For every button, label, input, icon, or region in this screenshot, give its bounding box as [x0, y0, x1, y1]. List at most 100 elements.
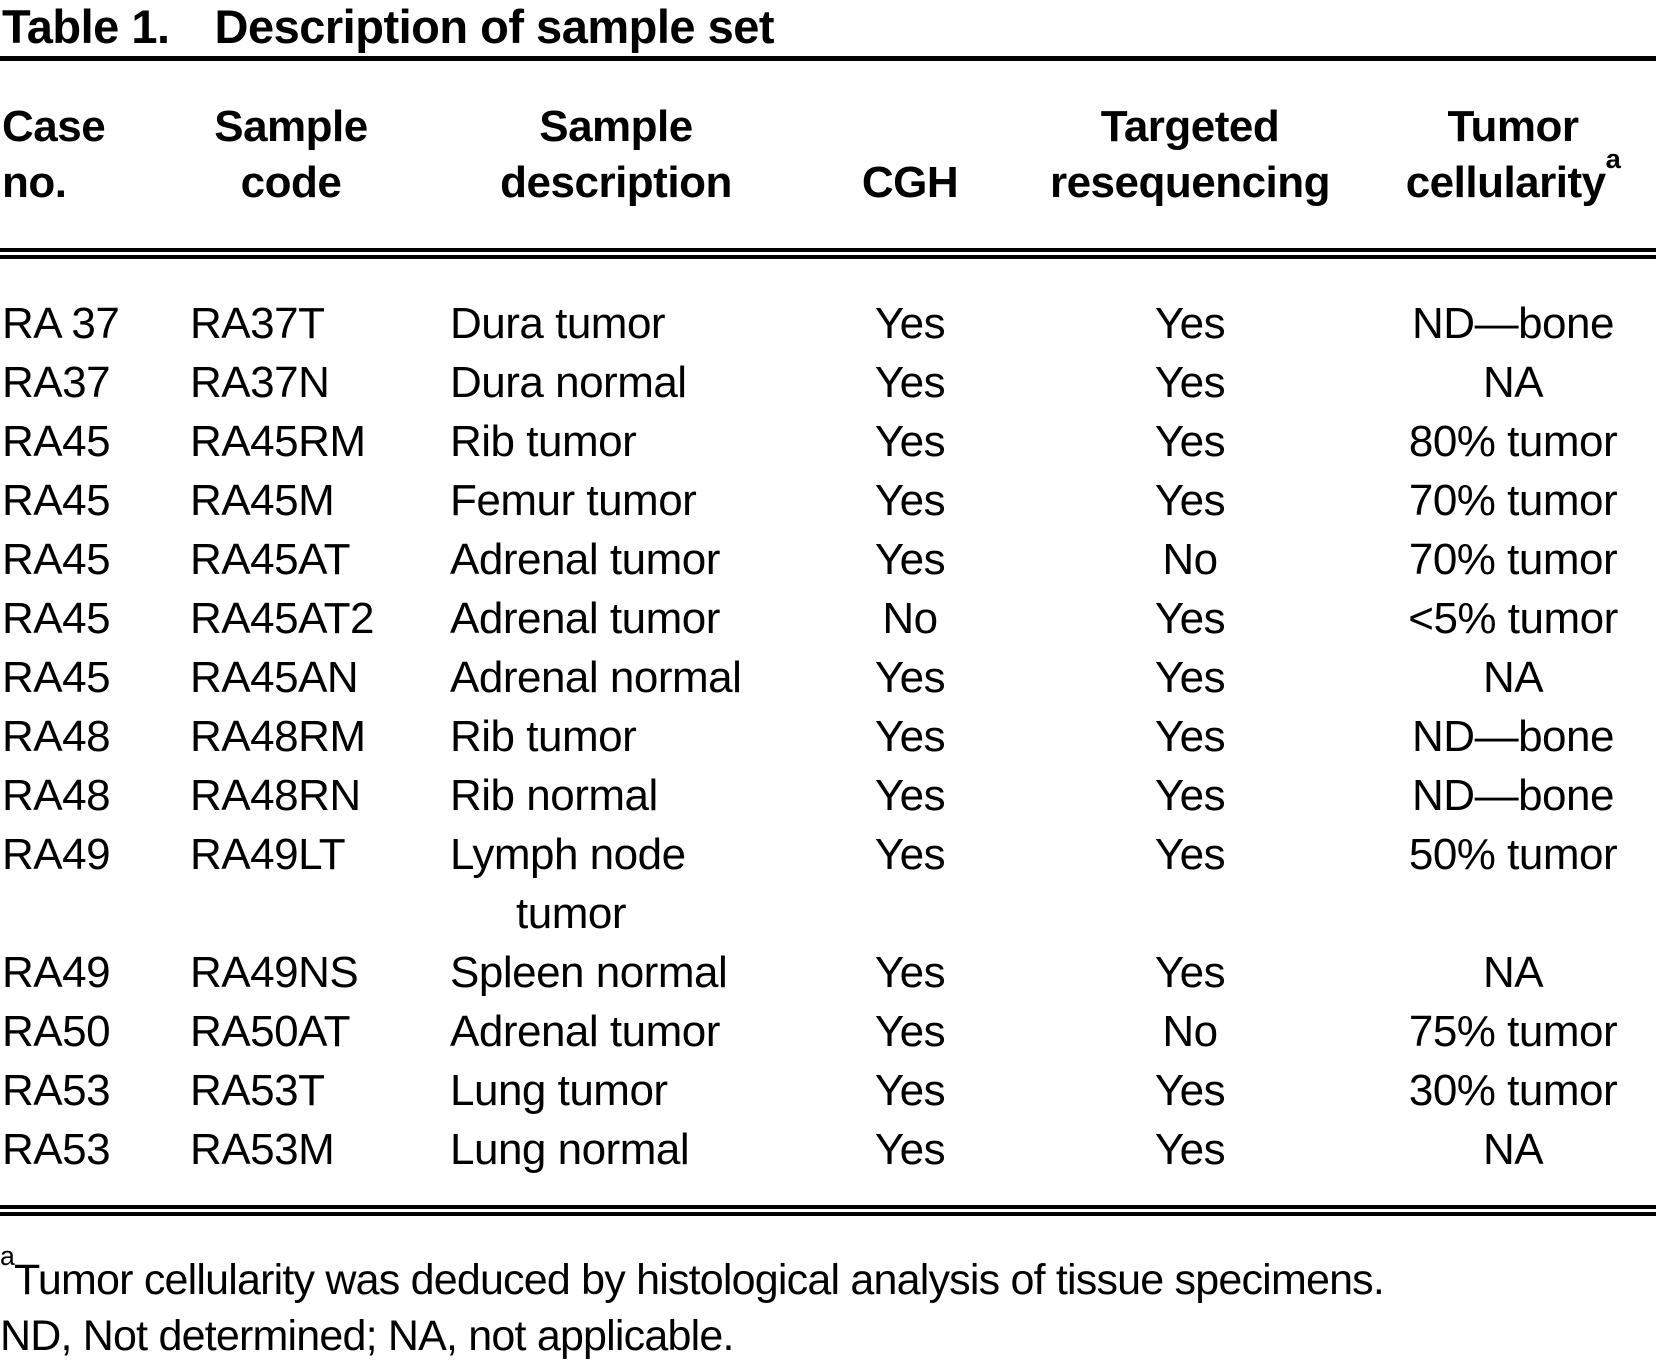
cell-targeted-resequencing: Yes [1154, 417, 1226, 466]
footnote-a-text: Tumor cellularity was deduced by histolo… [14, 1256, 1385, 1304]
cell-cgh: Yes [874, 1125, 946, 1174]
header-row: Case no. Sample code Sample description … [0, 99, 1656, 211]
header-table: Case no. Sample code Sample description … [0, 99, 1656, 211]
cell-targeted-resequencing: No [1162, 1007, 1218, 1056]
cell-cgh: Yes [874, 830, 946, 879]
cell-sample-description: Lymph node tumor [450, 830, 686, 938]
table-row: RA45 RA45M Femur tumor Yes Yes 70% tumor [0, 471, 1656, 530]
table-row: RA48 RA48RM Rib tumor Yes Yes ND—bone [0, 707, 1656, 766]
cell-sample-description: Femur tumor [450, 476, 697, 525]
cell-targeted-resequencing: Yes [1154, 653, 1226, 702]
col-header-case-no: Case no. [2, 102, 106, 207]
cell-cgh: Yes [874, 299, 946, 348]
cell-targeted-resequencing: Yes [1154, 948, 1226, 997]
cell-sample-code: RA37T [190, 299, 325, 348]
table-row: RA37 RA37N Dura normal Yes Yes NA [0, 353, 1656, 412]
footnote-marker-a: a [1605, 142, 1621, 174]
col-header-sample-description: Sample description [500, 102, 732, 207]
cell-sample-description: Spleen normal [450, 948, 728, 997]
cell-tumor-cellularity: NA [1482, 1125, 1544, 1174]
cell-targeted-resequencing: Yes [1154, 712, 1226, 761]
cell-sample-description: Adrenal tumor [450, 594, 720, 643]
cell-targeted-resequencing: Yes [1154, 594, 1226, 643]
cell-cgh: Yes [874, 948, 946, 997]
cell-sample-code: RA48RM [190, 712, 366, 761]
cell-sample-code: RA50AT [190, 1007, 351, 1056]
header-rule [0, 248, 1656, 259]
cell-tumor-cellularity: 50% tumor [1408, 830, 1618, 879]
table-row: RA48 RA48RN Rib normal Yes Yes ND—bone [0, 766, 1656, 825]
cell-targeted-resequencing: Yes [1154, 299, 1226, 348]
cell-case-no: RA49 [2, 830, 111, 879]
cell-sample-description: Lung tumor [450, 1066, 668, 1115]
cell-sample-description: Rib normal [450, 771, 658, 820]
table-row: RA50 RA50AT Adrenal tumor Yes No 75% tumor [0, 1002, 1656, 1061]
cell-sample-description: Dura normal [450, 358, 687, 407]
table-number: Table 1. [2, 0, 170, 53]
table-caption: Description of sample set [214, 0, 775, 53]
cell-sample-description: Lung normal [450, 1125, 690, 1174]
cell-targeted-resequencing: Yes [1154, 358, 1226, 407]
data-table: RA 37 RA37T Dura tumor Yes Yes ND—bone RA37 RA3… [0, 294, 1656, 1179]
cell-cgh: No [882, 594, 938, 643]
cell-tumor-cellularity: NA [1482, 358, 1544, 407]
cell-tumor-cellularity: 80% tumor [1408, 417, 1618, 466]
cell-case-no: RA 37 [2, 299, 120, 348]
cell-case-no: RA45 [2, 594, 111, 643]
cell-tumor-cellularity: 70% tumor [1408, 476, 1618, 525]
cell-sample-code: RA45RM [190, 417, 366, 466]
cell-case-no: RA37 [2, 358, 111, 407]
cell-case-no: RA49 [2, 948, 111, 997]
cell-sample-description: Adrenal tumor [450, 1007, 720, 1056]
cell-sample-code: RA45AN [190, 653, 359, 702]
cell-sample-code: RA45AT [190, 535, 351, 584]
col-header-targeted-resequencing: Targeted resequencing [1049, 102, 1331, 207]
cell-targeted-resequencing: Yes [1154, 1125, 1226, 1174]
table-row: RA53 RA53T Lung tumor Yes Yes 30% tumor [0, 1061, 1656, 1120]
footnote-abbreviations: ND, Not determined; NA, not applicable. [0, 1308, 1656, 1364]
cell-case-no: RA45 [2, 535, 111, 584]
cell-cgh: Yes [874, 653, 946, 702]
cell-cgh: Yes [874, 1007, 946, 1056]
cell-sample-code: RA45M [190, 476, 335, 525]
cell-case-no: RA50 [2, 1007, 111, 1056]
cell-tumor-cellularity: ND—bone [1412, 299, 1614, 348]
cell-tumor-cellularity: 70% tumor [1408, 535, 1618, 584]
cell-tumor-cellularity: <5% tumor [1408, 594, 1618, 643]
cell-sample-code: RA48RN [190, 771, 361, 820]
bottom-rule [0, 1205, 1656, 1216]
cell-sample-description: Rib tumor [450, 712, 637, 761]
cell-cgh: Yes [874, 358, 946, 407]
table-row: RA49 RA49NS Spleen normal Yes Yes NA [0, 943, 1656, 1002]
table-row: RA45 RA45AN Adrenal normal Yes Yes NA [0, 648, 1656, 707]
cell-tumor-cellularity: 30% tumor [1408, 1066, 1618, 1115]
footnote-a-marker: a [0, 1241, 15, 1272]
cell-tumor-cellularity: NA [1482, 653, 1544, 702]
cell-tumor-cellularity: NA [1482, 948, 1544, 997]
cell-case-no: RA48 [2, 771, 111, 820]
col-header-cgh: CGH [861, 158, 959, 207]
cell-targeted-resequencing: Yes [1154, 830, 1226, 879]
cell-sample-code: RA53T [190, 1066, 325, 1115]
cell-cgh: Yes [874, 535, 946, 584]
cell-targeted-resequencing: Yes [1154, 1066, 1226, 1115]
cell-sample-description: Adrenal normal [450, 653, 742, 702]
table-title: Table 1. Description of sample set [0, 0, 1656, 54]
cell-targeted-resequencing: Yes [1154, 771, 1226, 820]
table-row: RA53 RA53M Lung normal Yes Yes NA [0, 1120, 1656, 1179]
cell-cgh: Yes [874, 712, 946, 761]
table-row: RA 37 RA37T Dura tumor Yes Yes ND—bone [0, 294, 1656, 353]
cell-tumor-cellularity: ND—bone [1412, 771, 1614, 820]
cell-targeted-resequencing: Yes [1154, 476, 1226, 525]
table-row: RA45 RA45AT2 Adrenal tumor No Yes <5% tumor [0, 589, 1656, 648]
cell-case-no: RA45 [2, 653, 111, 702]
table-row: RA45 RA45RM Rib tumor Yes Yes 80% tumor [0, 412, 1656, 471]
cell-cgh: Yes [874, 771, 946, 820]
cell-case-no: RA45 [2, 417, 111, 466]
cell-case-no: RA45 [2, 476, 111, 525]
table-row: RA49 RA49LT Lymph node tumor Yes Yes 50% tumo… [0, 825, 1656, 943]
top-rule [0, 56, 1656, 61]
cell-sample-code: RA49NS [190, 948, 359, 997]
cell-tumor-cellularity: 75% tumor [1408, 1007, 1618, 1056]
